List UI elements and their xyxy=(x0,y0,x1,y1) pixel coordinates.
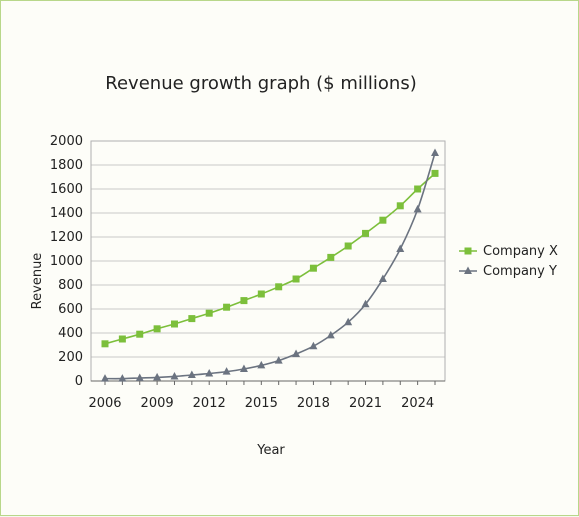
data-point-company-y xyxy=(187,370,196,378)
data-point-company-y xyxy=(344,317,353,326)
data-point-company-x xyxy=(223,303,231,311)
legend: Company X Company Y xyxy=(459,244,558,279)
x-tick-label: 2012 xyxy=(193,396,226,411)
data-point-company-x xyxy=(205,309,213,317)
x-tick-label: 2021 xyxy=(349,396,382,411)
y-tick-label: 1400 xyxy=(50,206,83,221)
data-point-company-x xyxy=(292,275,300,283)
y-tick-label: 1800 xyxy=(50,158,83,173)
data-point-company-x xyxy=(396,202,404,210)
series-line-company-x xyxy=(104,172,436,345)
data-point-company-y xyxy=(239,364,248,372)
data-point-company-y xyxy=(396,244,405,252)
data-point-company-y xyxy=(118,374,127,382)
x-tick-label: 2024 xyxy=(401,396,434,411)
data-point-company-x xyxy=(379,216,387,224)
x-tick-label: 2006 xyxy=(88,396,121,411)
y-tick-label: 200 xyxy=(58,350,83,365)
y-tick-label: 600 xyxy=(58,302,83,317)
x-tick-label: 2015 xyxy=(245,396,278,411)
x-axis-label: Year xyxy=(256,443,285,458)
data-point-company-y xyxy=(413,204,422,213)
data-point-company-x xyxy=(309,264,317,272)
data-point-company-y xyxy=(135,373,144,381)
legend-marker-company-y xyxy=(464,266,472,274)
legend-label-company-y: Company Y xyxy=(483,264,557,279)
data-point-company-x xyxy=(275,283,283,291)
data-point-company-x xyxy=(153,325,161,333)
data-point-company-y xyxy=(153,372,162,381)
y-tick-label: 1600 xyxy=(50,182,83,197)
data-point-company-x xyxy=(136,330,144,338)
data-point-company-x xyxy=(414,185,422,193)
data-point-company-y xyxy=(257,360,266,369)
grid xyxy=(90,140,446,382)
data-point-company-x xyxy=(431,169,439,177)
data-point-company-y xyxy=(378,274,387,282)
y-tick-label: 0 xyxy=(75,374,83,389)
y-axis-label: Revenue xyxy=(30,253,45,310)
data-point-company-y xyxy=(222,367,231,375)
legend-label-company-x: Company X xyxy=(483,244,558,259)
data-point-company-x xyxy=(344,242,352,250)
x-tick-label: 2018 xyxy=(297,396,330,411)
data-point-company-y xyxy=(205,369,214,377)
y-tick-label: 2000 xyxy=(50,134,83,149)
data-point-company-y xyxy=(361,299,370,308)
y-tick-label: 1200 xyxy=(50,230,83,245)
data-point-company-x xyxy=(327,253,335,261)
y-tick-label: 400 xyxy=(58,326,83,341)
axes: 0 200 400 600 800 1000 1200 1400 1600 1800 2000 200… xyxy=(50,134,445,411)
legend-marker-company-x xyxy=(464,247,472,255)
data-point-company-y xyxy=(170,371,179,380)
chart-title: Revenue growth graph ($ millions) xyxy=(105,73,416,94)
data-point-company-y xyxy=(274,356,283,364)
data-point-company-y xyxy=(431,148,439,156)
data-point-company-y xyxy=(101,374,109,382)
series-line-company-y xyxy=(104,152,436,380)
data-point-company-y xyxy=(326,330,335,339)
x-tick-label: 2009 xyxy=(141,396,174,411)
data-point-company-y xyxy=(292,349,301,357)
y-tick-label: 800 xyxy=(58,278,83,293)
series xyxy=(101,148,439,382)
data-point-company-x xyxy=(101,340,109,348)
data-point-company-x xyxy=(188,315,196,323)
data-point-company-y xyxy=(309,341,318,350)
data-point-company-x xyxy=(240,297,248,305)
data-point-company-x xyxy=(362,229,370,237)
y-tick-label: 1000 xyxy=(50,254,83,269)
data-point-company-x xyxy=(170,320,178,328)
data-point-company-x xyxy=(118,335,126,343)
data-point-company-x xyxy=(257,290,265,298)
